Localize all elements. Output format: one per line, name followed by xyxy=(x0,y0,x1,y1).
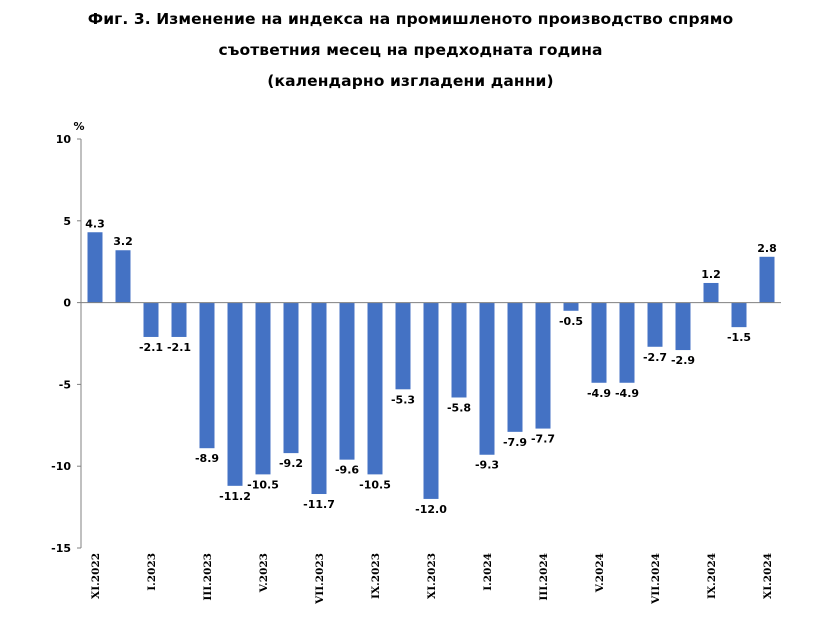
data-label: -4.9 xyxy=(615,387,639,400)
x-tick-label: III.2024 xyxy=(538,553,550,601)
data-label: -4.9 xyxy=(587,387,611,400)
chart-title-line-3: (календарно изгладени данни) xyxy=(267,72,554,90)
y-tick-label: 0 xyxy=(63,297,71,310)
bar xyxy=(479,302,495,455)
bar xyxy=(339,302,355,460)
data-label: -5.3 xyxy=(391,393,415,406)
x-tick-label: VII.2024 xyxy=(650,553,662,605)
bar xyxy=(171,302,187,337)
bar xyxy=(367,302,383,475)
bar xyxy=(423,302,439,499)
data-label: -12.0 xyxy=(415,503,447,516)
bar xyxy=(87,232,103,303)
data-label: -2.1 xyxy=(139,341,163,354)
x-tick-label: I.2024 xyxy=(482,553,494,591)
bar xyxy=(395,302,411,390)
y-tick-label: -10 xyxy=(51,460,71,473)
data-label: -2.1 xyxy=(167,341,191,354)
y-tick-label: 10 xyxy=(56,133,72,146)
data-label: -10.5 xyxy=(247,478,279,491)
data-label: 3.2 xyxy=(113,235,133,248)
bar xyxy=(115,250,131,303)
data-label: 2.8 xyxy=(757,242,777,255)
data-label: -7.7 xyxy=(531,433,555,446)
bar xyxy=(535,302,551,429)
data-label: -11.7 xyxy=(303,498,335,511)
bar xyxy=(227,302,243,486)
x-tick-label: XI.2022 xyxy=(90,553,102,599)
data-label: -7.9 xyxy=(503,436,527,449)
bar xyxy=(619,302,635,383)
x-tick-label: IX.2023 xyxy=(370,553,382,599)
x-tick-label: III.2023 xyxy=(202,553,214,601)
x-tick-label: XI.2024 xyxy=(762,553,774,599)
x-tick-label: V.2023 xyxy=(258,553,270,593)
x-tick-label: V.2024 xyxy=(594,553,606,593)
y-tick-label: -15 xyxy=(51,542,71,555)
x-tick-label: VII.2023 xyxy=(314,553,326,605)
x-tick-label: I.2023 xyxy=(146,553,158,591)
bar xyxy=(255,302,271,475)
bar xyxy=(591,302,607,383)
data-label: -10.5 xyxy=(359,478,391,491)
data-label: -5.8 xyxy=(447,401,471,414)
bar xyxy=(759,256,775,303)
bar xyxy=(563,302,579,311)
y-axis-unit-label: % xyxy=(73,120,84,133)
bar xyxy=(283,302,299,454)
x-tick-label: XI.2023 xyxy=(426,553,438,599)
data-label: -8.9 xyxy=(195,452,219,465)
bar xyxy=(451,302,467,398)
bar xyxy=(675,302,691,351)
bar xyxy=(731,302,747,328)
bar xyxy=(507,302,523,432)
chart-title-line-2: съответния месец на предходната година xyxy=(218,41,603,59)
data-label: -2.7 xyxy=(643,351,667,364)
bar xyxy=(199,302,215,449)
data-label: -0.5 xyxy=(559,315,583,328)
data-label: -11.2 xyxy=(219,490,251,503)
data-label: -9.2 xyxy=(279,457,303,470)
data-label: -9.6 xyxy=(335,464,359,477)
y-tick-label: 5 xyxy=(63,215,71,228)
data-label: -2.9 xyxy=(671,354,695,367)
bar xyxy=(143,302,159,337)
data-label: 1.2 xyxy=(701,268,721,281)
chart-title-line-1: Фиг. 3. Изменение на индекса на промишле… xyxy=(87,10,734,28)
y-tick-label: -5 xyxy=(59,378,71,391)
x-tick-label: IX.2024 xyxy=(706,553,718,599)
bar xyxy=(311,302,327,495)
data-label: -9.3 xyxy=(475,459,499,472)
data-label: 4.3 xyxy=(85,217,105,230)
bar xyxy=(647,302,663,347)
data-label: -1.5 xyxy=(727,331,751,344)
bar xyxy=(703,282,719,303)
